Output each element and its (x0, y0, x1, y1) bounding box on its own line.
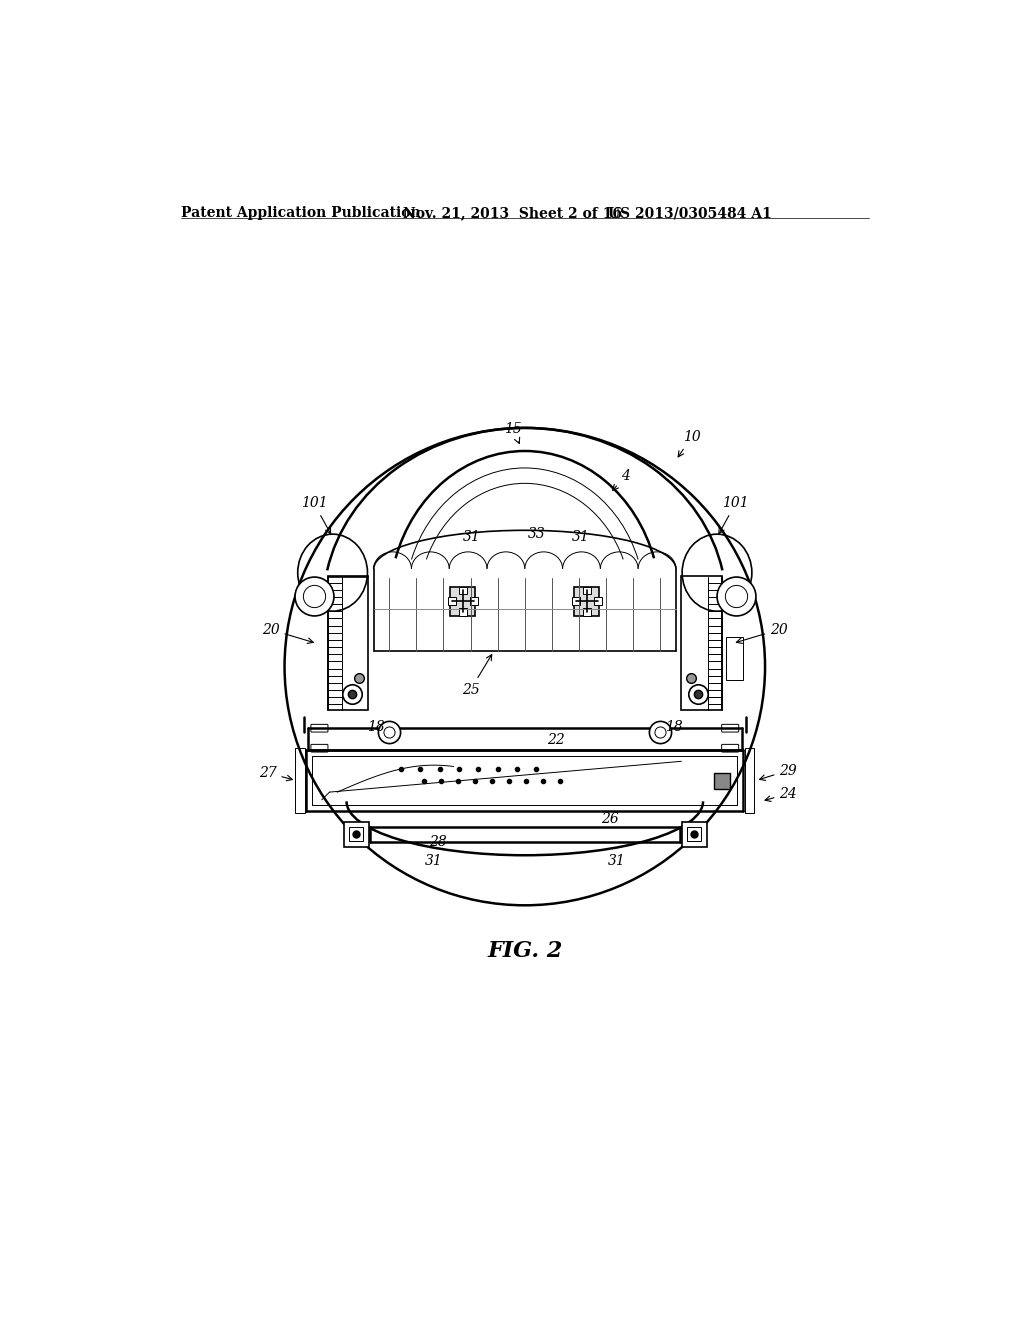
Bar (574, 586, 599, 615)
Text: 22: 22 (547, 733, 564, 747)
Bar (295, 748, 305, 813)
Text: 101: 101 (301, 496, 331, 533)
Text: 24: 24 (765, 787, 797, 801)
Bar (681, 576, 722, 710)
Text: 15: 15 (504, 422, 522, 444)
Bar (594, 597, 601, 605)
Text: 31: 31 (425, 854, 442, 867)
Text: Patent Application Publication: Patent Application Publication (180, 206, 420, 220)
Bar (470, 597, 477, 605)
Text: 4: 4 (612, 469, 630, 490)
Text: 33: 33 (527, 527, 546, 541)
Text: 29: 29 (760, 763, 797, 780)
Text: 31: 31 (607, 854, 625, 867)
Text: 27: 27 (259, 766, 292, 780)
Text: 18: 18 (368, 719, 385, 734)
Bar (459, 586, 467, 594)
Text: US 2013/0305484 A1: US 2013/0305484 A1 (608, 206, 772, 220)
Bar (583, 586, 591, 594)
Text: 25: 25 (462, 655, 492, 697)
Text: 31: 31 (463, 531, 481, 544)
Bar (449, 597, 456, 605)
Text: 20: 20 (736, 623, 787, 643)
Bar (459, 609, 467, 615)
Text: 26: 26 (601, 812, 618, 826)
Bar (328, 576, 369, 710)
Bar (451, 586, 475, 615)
Text: Nov. 21, 2013  Sheet 2 of 16: Nov. 21, 2013 Sheet 2 of 16 (403, 206, 623, 220)
Text: 28: 28 (429, 836, 446, 849)
Bar (726, 638, 742, 680)
Bar (744, 748, 755, 813)
Text: FIG. 2: FIG. 2 (487, 940, 562, 962)
Text: 31: 31 (571, 531, 590, 544)
Text: 101: 101 (719, 496, 749, 533)
Text: 18: 18 (665, 719, 682, 734)
Text: 20: 20 (262, 623, 313, 643)
Text: 10: 10 (678, 430, 700, 457)
Bar (572, 597, 580, 605)
Bar (583, 609, 591, 615)
